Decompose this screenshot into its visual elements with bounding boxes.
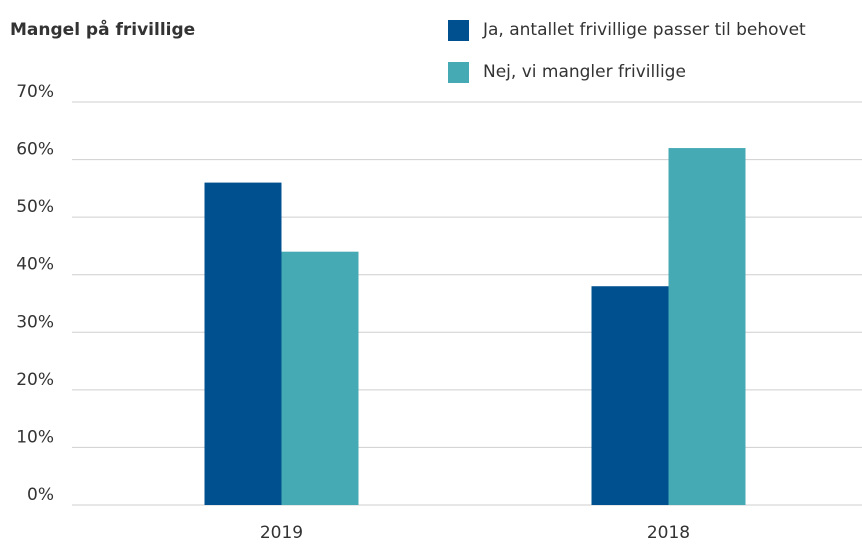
bar bbox=[204, 182, 282, 505]
bar bbox=[281, 251, 359, 505]
x-tick-label: 2019 bbox=[260, 523, 303, 543]
y-tick-label: 60% bbox=[16, 140, 54, 160]
y-tick-label: 30% bbox=[16, 312, 54, 332]
y-tick-label: 50% bbox=[16, 197, 54, 217]
legend-label: Ja, antallet frivillige passer til behov… bbox=[482, 20, 806, 40]
chart-title: Mangel på frivillige bbox=[10, 18, 195, 40]
legend-swatch bbox=[448, 20, 469, 41]
y-tick-label: 20% bbox=[16, 370, 54, 390]
legend-label: Nej, vi mangler frivillige bbox=[483, 62, 686, 82]
x-tick-label: 2018 bbox=[647, 523, 690, 543]
legend-swatch bbox=[448, 62, 469, 83]
bar bbox=[591, 286, 669, 505]
bar bbox=[668, 148, 746, 506]
y-tick-label: 40% bbox=[16, 255, 54, 275]
y-tick-label: 10% bbox=[16, 427, 54, 447]
y-tick-label: 70% bbox=[16, 82, 54, 102]
y-tick-label: 0% bbox=[27, 485, 54, 505]
